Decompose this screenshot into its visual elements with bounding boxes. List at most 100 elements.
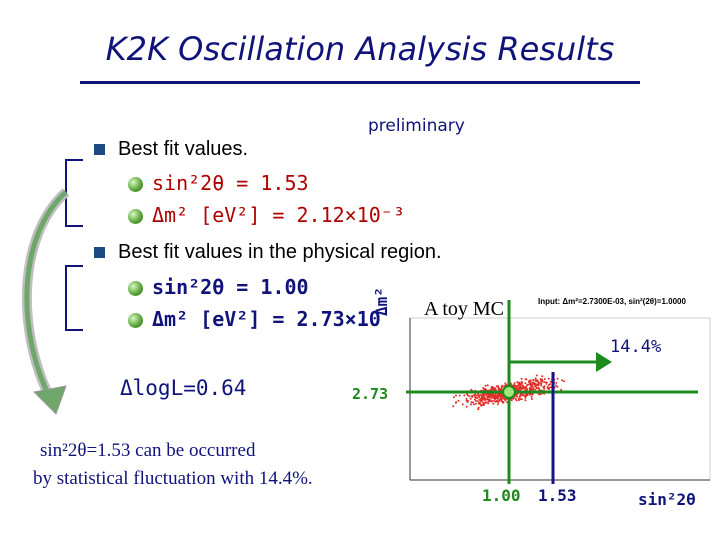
arrow-right-icon bbox=[596, 352, 612, 372]
scatter-point bbox=[482, 393, 485, 396]
arrowhead-icon bbox=[32, 385, 67, 415]
scatter-point bbox=[534, 379, 537, 381]
scatter-point bbox=[486, 397, 489, 400]
scatter-point bbox=[474, 395, 477, 398]
curved-arrow-core bbox=[24, 190, 68, 400]
scatter-point bbox=[520, 377, 523, 380]
scatter-point bbox=[555, 381, 558, 384]
square-bullet-icon bbox=[94, 247, 105, 258]
scatter-point bbox=[520, 386, 523, 389]
scatter-point bbox=[537, 380, 540, 383]
scatter-point bbox=[520, 398, 523, 401]
scatter-point bbox=[470, 403, 473, 406]
scatter-point bbox=[510, 399, 513, 402]
scatter-point bbox=[543, 378, 546, 381]
scatter-point bbox=[533, 382, 536, 385]
preliminary-label: preliminary bbox=[368, 116, 465, 136]
scatter-point bbox=[518, 384, 521, 386]
slide-title: K2K Oscillation Analysis Results bbox=[105, 30, 615, 68]
scatter-point bbox=[495, 395, 498, 398]
scatter-point bbox=[497, 386, 500, 389]
scatter-point bbox=[497, 396, 500, 399]
plot-caption: A toy MC bbox=[424, 298, 505, 320]
y-value-label: 2.73 bbox=[352, 385, 389, 403]
scatter-point bbox=[471, 396, 474, 398]
scatter-point bbox=[472, 403, 475, 406]
scatter-point bbox=[515, 388, 518, 391]
scatter-point bbox=[476, 400, 479, 403]
best-fit-sin2: sin²2θ = 1.53 bbox=[152, 171, 309, 195]
scatter-point bbox=[474, 399, 477, 402]
scatter-point bbox=[478, 396, 481, 399]
scatter-point bbox=[528, 393, 531, 396]
scatter-point bbox=[534, 377, 537, 380]
scatter-point bbox=[501, 401, 504, 404]
scatter-point bbox=[523, 387, 526, 390]
scatter-point bbox=[534, 388, 536, 391]
y-axis-label: Δm² bbox=[372, 287, 391, 316]
physical-sin2: sin²2θ = 1.00 bbox=[152, 275, 309, 299]
scatter-point bbox=[513, 382, 516, 385]
scatter-point bbox=[458, 394, 461, 397]
scatter-point bbox=[530, 388, 533, 391]
scatter-point bbox=[547, 384, 550, 387]
scatter-point bbox=[474, 402, 477, 405]
bracket-physical bbox=[65, 265, 83, 331]
scatter-point bbox=[482, 403, 485, 406]
scatter-point bbox=[556, 385, 559, 388]
scatter-point bbox=[524, 396, 527, 399]
scatter-point bbox=[463, 394, 466, 397]
physical-dm2: Δm² [eV²] = 2.73×10 bbox=[152, 307, 381, 331]
scatter-point bbox=[534, 385, 537, 388]
scatter-point bbox=[500, 397, 503, 400]
scatter-point bbox=[535, 386, 538, 389]
scatter-point bbox=[495, 397, 498, 400]
scatter-point bbox=[519, 393, 522, 396]
scatter-point bbox=[475, 394, 478, 397]
scatter-point bbox=[487, 394, 490, 397]
scatter-point bbox=[538, 381, 541, 384]
scatter-point bbox=[491, 386, 494, 389]
green-orb-bullet-icon bbox=[128, 313, 143, 328]
scatter-point bbox=[525, 385, 528, 388]
scatter-point bbox=[488, 393, 491, 396]
scatter-point bbox=[484, 401, 487, 404]
scatter-point bbox=[526, 384, 529, 386]
scatter-point bbox=[492, 393, 495, 396]
scatter-point bbox=[455, 401, 458, 404]
scatter-point bbox=[543, 387, 546, 390]
scatter-point bbox=[489, 399, 491, 402]
scatter-point bbox=[491, 400, 494, 403]
best-fit-dm2: Δm² [eV²] = 2.12×10⁻³ bbox=[152, 203, 405, 227]
scatter-point bbox=[452, 396, 455, 399]
scatter-point bbox=[532, 386, 535, 389]
scatter-point bbox=[483, 398, 486, 401]
scatter-point bbox=[555, 384, 557, 387]
percent-label: 14.4% bbox=[610, 337, 662, 357]
delta-loglikelihood: ΔlogL=0.64 bbox=[120, 376, 247, 400]
scatter-point bbox=[549, 383, 552, 386]
x-axis-label: sin²2θ bbox=[638, 490, 696, 509]
scatter-point bbox=[468, 395, 471, 398]
scatter-point bbox=[535, 374, 538, 377]
scatter-point bbox=[547, 377, 550, 380]
x-tick-1: 1.00 bbox=[482, 486, 521, 505]
scatter-point bbox=[516, 381, 519, 384]
scatter-point bbox=[525, 378, 528, 381]
scatter-point bbox=[481, 399, 483, 402]
scatter-point bbox=[490, 388, 493, 390]
note-line-1: sin²2θ=1.53 can be occurred bbox=[40, 440, 256, 461]
note-line-2: by statistical fluctuation with 14.4%. bbox=[33, 468, 313, 489]
scatter-point bbox=[537, 384, 540, 387]
scatter-point bbox=[540, 384, 543, 387]
scatter-point bbox=[517, 399, 520, 402]
scatter-point bbox=[520, 382, 523, 385]
x-tick-2: 1.53 bbox=[538, 486, 577, 505]
scatter-point bbox=[461, 403, 464, 406]
scatter-point bbox=[494, 400, 497, 403]
scatter-point bbox=[477, 394, 480, 397]
scatter-point bbox=[524, 399, 527, 402]
scatter-point bbox=[504, 399, 507, 402]
scatter-point bbox=[465, 397, 468, 400]
